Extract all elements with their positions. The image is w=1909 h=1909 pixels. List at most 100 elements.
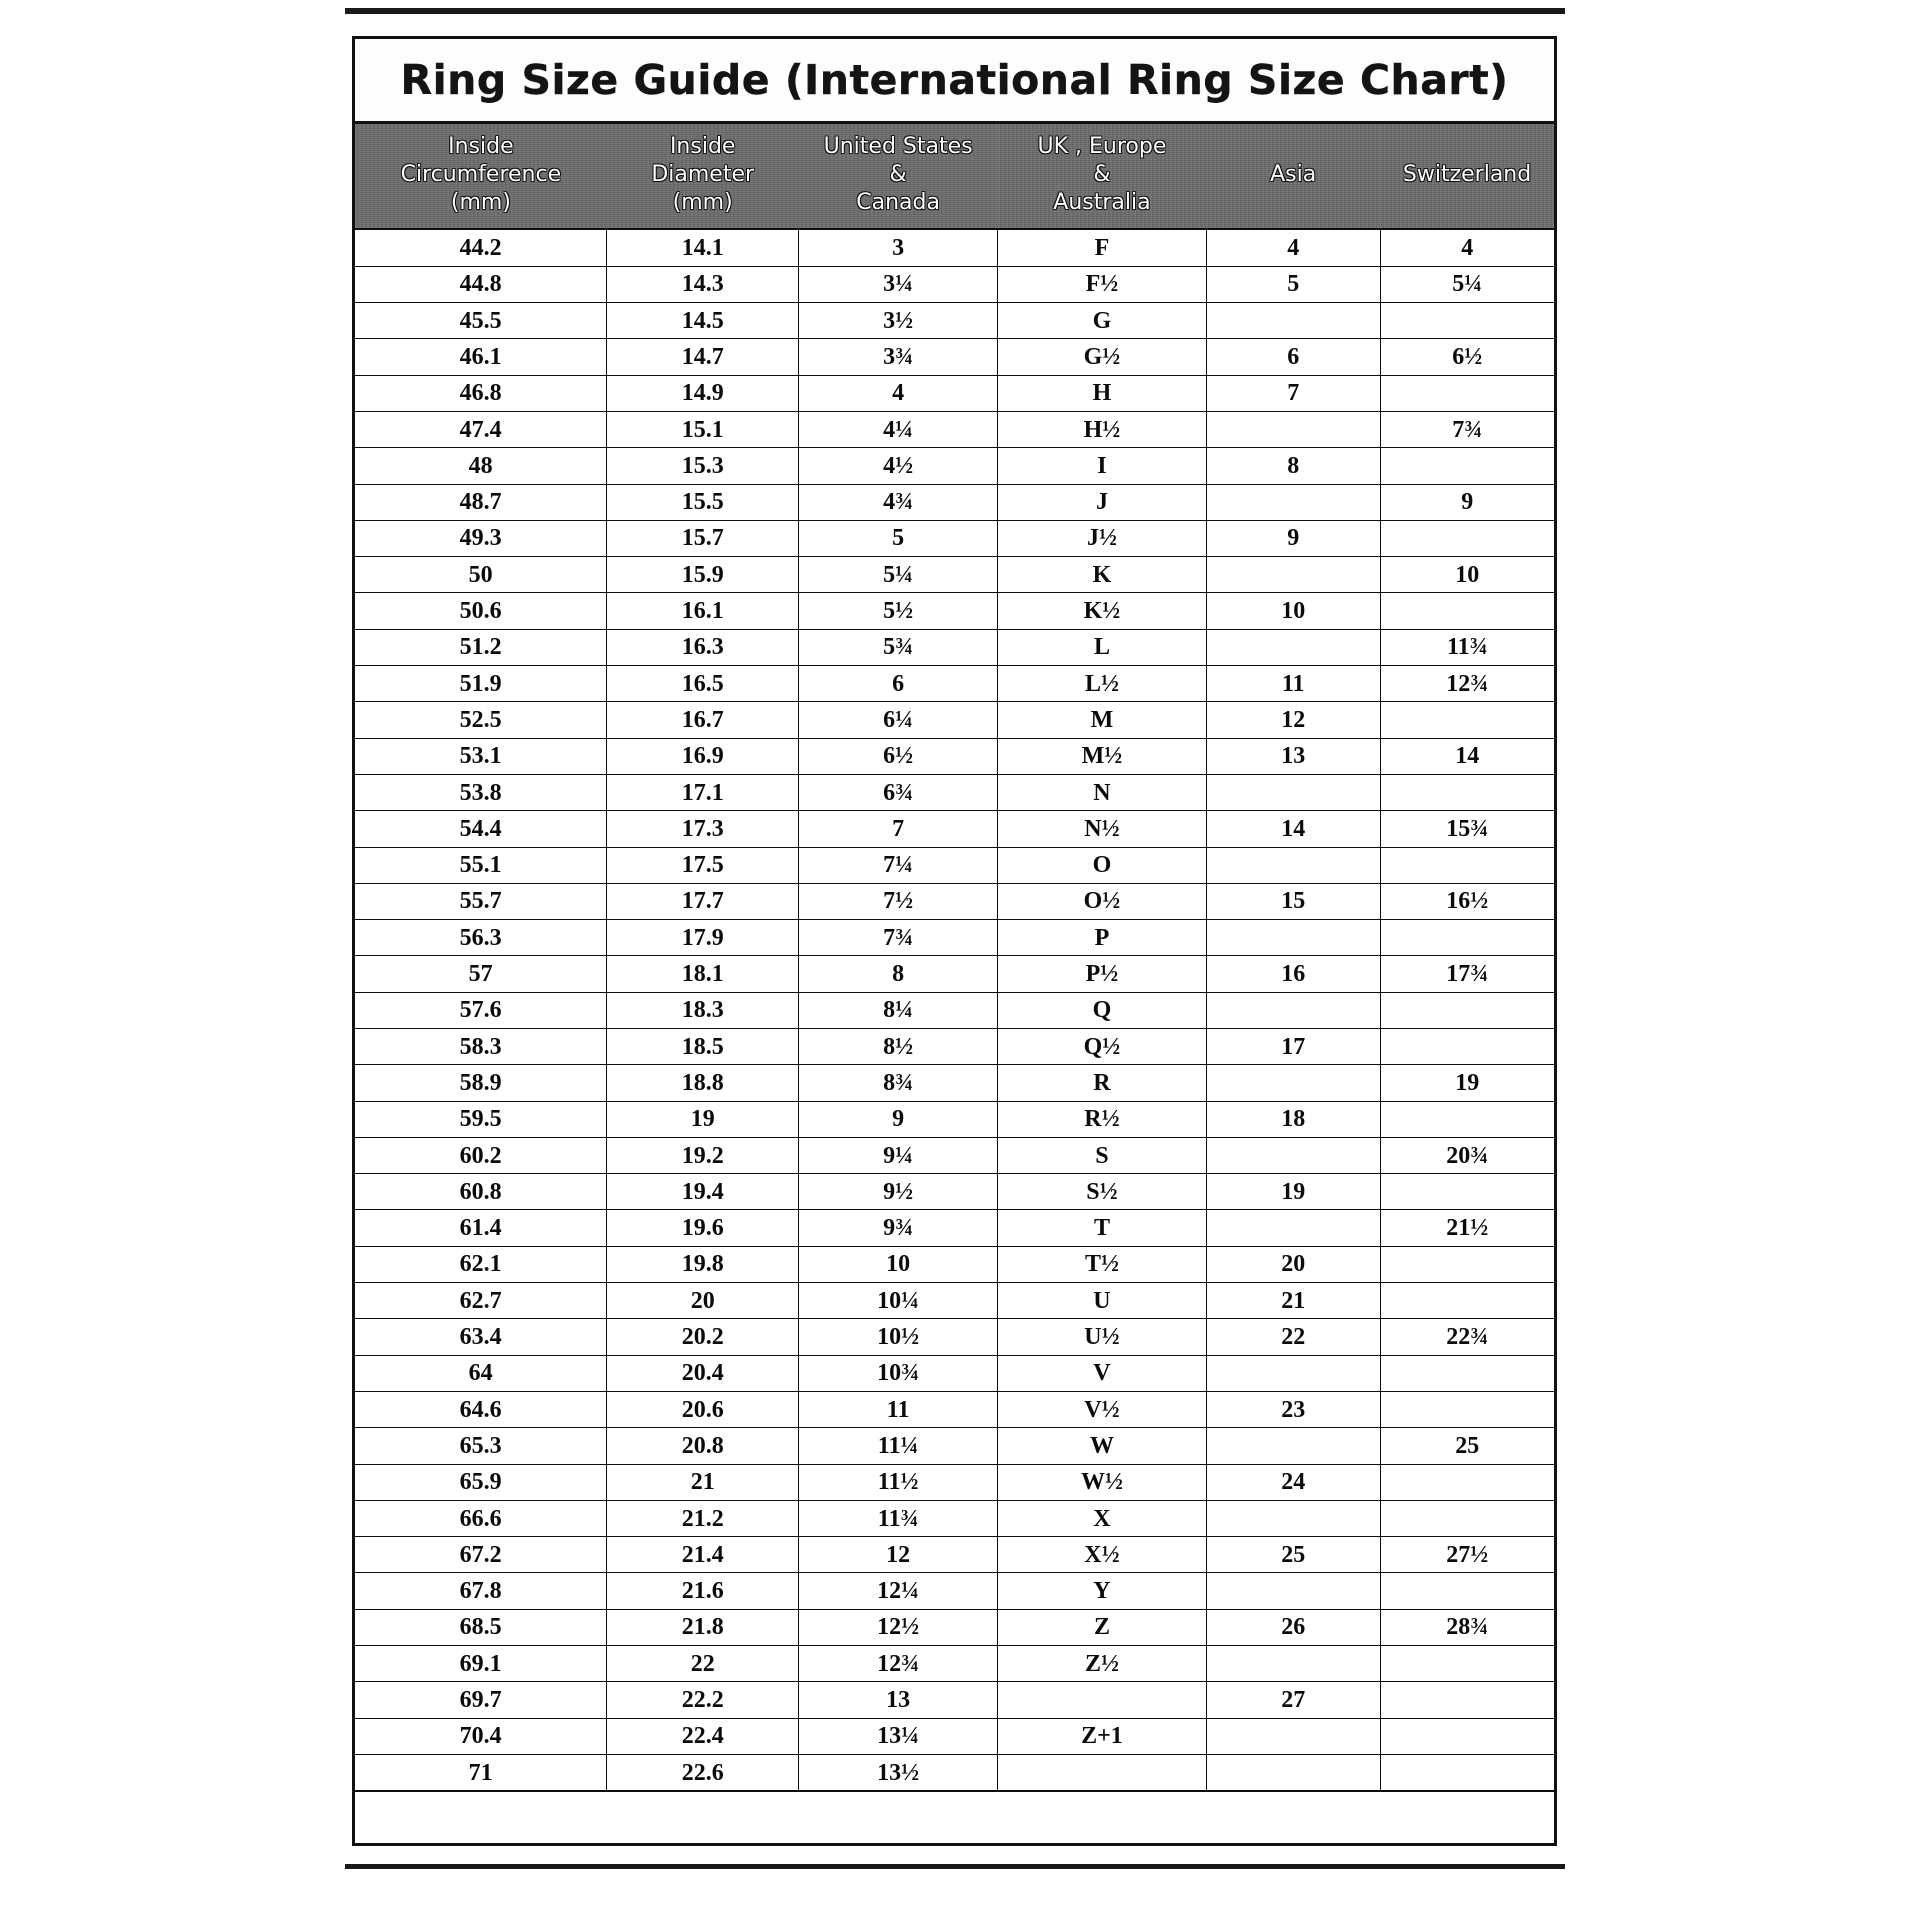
cell-asia: 5 xyxy=(1205,265,1381,304)
cell-inside-circumference: 61.4 xyxy=(355,1209,608,1247)
cell-united-states-canada: 9¼ xyxy=(798,1136,999,1175)
cell-switzerland xyxy=(1379,1354,1554,1392)
cell-inside-diameter: 17.1 xyxy=(606,773,800,812)
table-row: 44.8 14.3 3¼ F½ 5 5¼ xyxy=(355,265,1554,304)
cell-asia xyxy=(1205,1209,1381,1247)
cell-inside-circumference: 49.3 xyxy=(355,519,608,558)
cell-inside-diameter: 18.5 xyxy=(606,1027,800,1066)
cell-uk-europe-australia: N xyxy=(997,773,1207,812)
cell-inside-circumference: 67.8 xyxy=(355,1572,608,1610)
cell-inside-circumference: 65.9 xyxy=(355,1463,608,1501)
cell-switzerland: 28¾ xyxy=(1379,1608,1554,1647)
table-row: 60.2 19.2 9¼ S 20¾ xyxy=(355,1136,1554,1175)
cell-uk-europe-australia: M xyxy=(997,701,1207,739)
cell-united-states-canada: 8¾ xyxy=(798,1064,999,1102)
cell-inside-diameter: 15.7 xyxy=(606,519,800,558)
cell-inside-circumference: 62.7 xyxy=(355,1282,608,1320)
cell-asia: 21 xyxy=(1205,1282,1381,1320)
cell-united-states-canada: 7½ xyxy=(798,882,999,921)
cell-asia xyxy=(1205,846,1381,884)
cell-switzerland: 5¼ xyxy=(1379,265,1554,304)
cell-united-states-canada: 11¾ xyxy=(798,1499,999,1538)
cell-inside-diameter: 14.1 xyxy=(606,228,800,267)
cell-inside-circumference: 57 xyxy=(355,955,608,993)
cell-asia: 16 xyxy=(1205,955,1381,993)
cell-inside-diameter: 18.8 xyxy=(606,1064,800,1102)
cell-uk-europe-australia: T½ xyxy=(997,1245,1207,1284)
table-row: 64.6 20.6 11 V½ 23 xyxy=(355,1390,1554,1429)
cell-switzerland xyxy=(1379,919,1554,957)
cell-switzerland xyxy=(1379,1282,1554,1320)
cell-inside-diameter: 20.6 xyxy=(606,1390,800,1429)
cell-switzerland: 7¾ xyxy=(1379,410,1554,449)
cell-uk-europe-australia: G½ xyxy=(997,338,1207,376)
cell-inside-diameter: 18.1 xyxy=(606,955,800,993)
cell-asia xyxy=(1205,773,1381,812)
cell-united-states-canada: 12¾ xyxy=(798,1645,999,1683)
table-row: 62.7 20 10¼ U 21 xyxy=(355,1282,1554,1320)
cell-asia xyxy=(1205,628,1381,667)
table-row: 46.8 14.9 4 H 7 xyxy=(355,374,1554,412)
column-header-line: Circumference xyxy=(400,162,562,188)
cell-asia: 7 xyxy=(1205,374,1381,412)
cell-switzerland xyxy=(1379,773,1554,812)
cell-switzerland xyxy=(1379,1027,1554,1066)
cell-asia xyxy=(1205,1427,1381,1465)
cell-switzerland xyxy=(1379,991,1554,1030)
cell-asia xyxy=(1205,1645,1381,1683)
cell-united-states-canada: 13¼ xyxy=(798,1717,999,1755)
cell-inside-circumference: 69.1 xyxy=(355,1645,608,1683)
table-row: 65.3 20.8 11¼ W 25 xyxy=(355,1427,1554,1465)
cell-asia: 12 xyxy=(1205,701,1381,739)
cell-uk-europe-australia: J½ xyxy=(997,519,1207,558)
cell-united-states-canada: 3¾ xyxy=(798,338,999,376)
table-row: 56.3 17.9 7¾ P xyxy=(355,919,1554,957)
cell-united-states-canada: 4 xyxy=(798,374,999,412)
column-header-line: Australia xyxy=(1053,190,1151,216)
cell-asia: 25 xyxy=(1205,1536,1381,1574)
cell-united-states-canada: 5¼ xyxy=(798,556,999,594)
cell-uk-europe-australia: K xyxy=(997,556,1207,594)
cell-united-states-canada: 12½ xyxy=(798,1608,999,1647)
cell-united-states-canada: 12¼ xyxy=(798,1572,999,1610)
table-row: 55.7 17.7 7½ O½ 15 16½ xyxy=(355,882,1554,921)
cell-uk-europe-australia: V½ xyxy=(997,1390,1207,1429)
column-header-line: United States xyxy=(823,134,973,159)
cell-inside-circumference: 58.3 xyxy=(355,1027,608,1066)
cell-asia: 8 xyxy=(1205,447,1381,485)
header-row: Inside Circumference (mm) Inside Diameter (mm… xyxy=(355,124,1554,229)
cell-asia: 14 xyxy=(1205,810,1381,848)
cell-inside-diameter: 14.7 xyxy=(606,338,800,376)
cell-switzerland xyxy=(1379,1645,1554,1683)
cell-switzerland: 10 xyxy=(1379,556,1554,594)
cell-inside-circumference: 65.3 xyxy=(355,1427,608,1465)
table-row: 61.4 19.6 9¾ T 21½ xyxy=(355,1209,1554,1247)
cell-uk-europe-australia: Q½ xyxy=(997,1027,1207,1066)
cell-inside-diameter: 14.9 xyxy=(606,374,800,412)
cell-uk-europe-australia: H xyxy=(997,374,1207,412)
table-row: 71 22.6 13½ xyxy=(355,1753,1554,1793)
table-row: 62.1 19.8 10 T½ 20 xyxy=(355,1245,1554,1284)
cell-uk-europe-australia: L½ xyxy=(997,665,1207,703)
cell-inside-diameter: 19.4 xyxy=(606,1173,800,1211)
cell-inside-circumference: 60.2 xyxy=(355,1136,608,1175)
table-row: 63.4 20.2 10½ U½ 22 22¾ xyxy=(355,1318,1554,1356)
cell-inside-diameter: 21.2 xyxy=(606,1499,800,1538)
table-row: 58.9 18.8 8¾ R 19 xyxy=(355,1064,1554,1102)
cell-united-states-canada: 10½ xyxy=(798,1318,999,1356)
cell-united-states-canada: 5½ xyxy=(798,592,999,630)
ring-size-table: Inside Circumference (mm) Inside Diameter (mm… xyxy=(355,124,1554,1793)
cell-inside-diameter: 16.9 xyxy=(606,737,800,775)
cell-inside-circumference: 55.1 xyxy=(355,846,608,884)
cell-asia xyxy=(1205,483,1381,521)
cell-asia: 11 xyxy=(1205,665,1381,703)
cell-inside-circumference: 70.4 xyxy=(355,1717,608,1755)
table-row: 47.4 15.1 4¼ H½ 7¾ xyxy=(355,410,1554,449)
cell-united-states-canada: 4½ xyxy=(798,447,999,485)
cell-uk-europe-australia: V xyxy=(997,1354,1207,1392)
cell-united-states-canada: 9 xyxy=(798,1100,999,1138)
cell-inside-diameter: 21.4 xyxy=(606,1536,800,1574)
cell-united-states-canada: 9¾ xyxy=(798,1209,999,1247)
table-row: 69.7 22.2 13 27 xyxy=(355,1681,1554,1719)
table-row: 55.1 17.5 7¼ O xyxy=(355,846,1554,884)
